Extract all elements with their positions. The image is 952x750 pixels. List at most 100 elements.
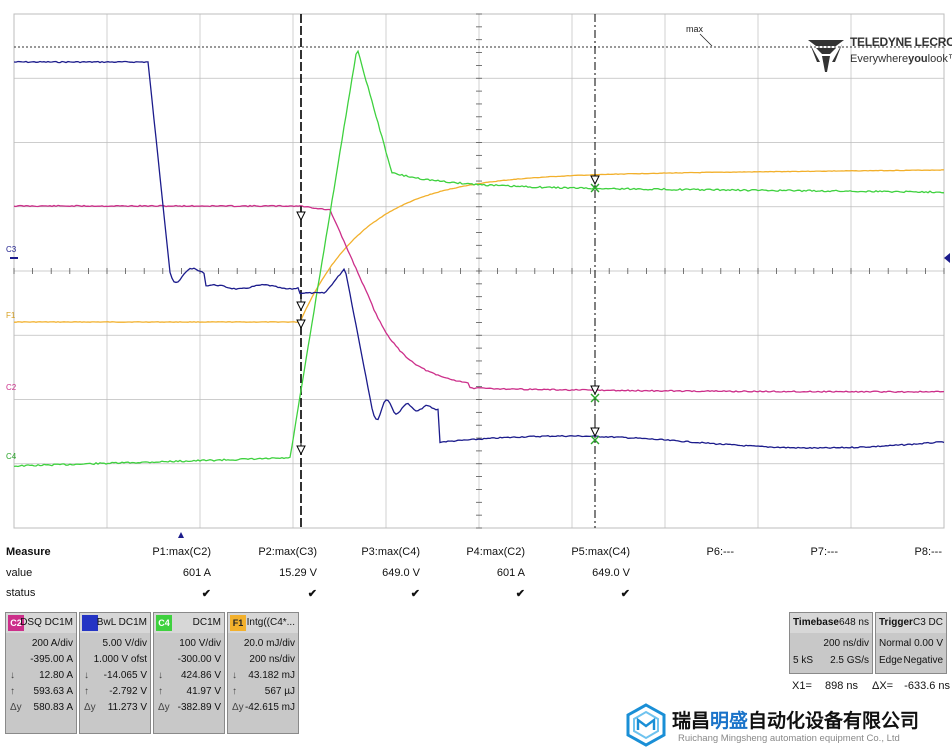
- channel-badge-c4: C4: [156, 615, 172, 631]
- channel-descriptor-c3[interactable]: BwL DC1M 5.00 V/div 1.000 V ofst ↓ -14.0…: [79, 612, 151, 734]
- status-p1: ✔: [201, 588, 211, 600]
- c2-cursor2: 593.63 A: [33, 686, 73, 697]
- value-p2: 15.29 V: [279, 567, 317, 579]
- param-p3[interactable]: P3:max(C4): [361, 546, 420, 558]
- param-p4[interactable]: P4:max(C2): [466, 546, 525, 558]
- channel-marker-c3: C3: [6, 245, 17, 254]
- channel-badge-c2: C2: [8, 615, 24, 631]
- trace-c2: [13, 204, 945, 394]
- param-p2[interactable]: P2:max(C3): [258, 546, 317, 558]
- waveform-display[interactable]: max C3 F1 C2 C4: [0, 0, 952, 544]
- value-p1: 601 A: [182, 567, 211, 579]
- trigger-slope: Negative: [903, 655, 943, 666]
- trigger-type: Edge: [879, 655, 903, 666]
- trigger-source: C3 DC: [912, 617, 943, 628]
- timebase-rate: 2.5 GS/s: [830, 655, 869, 666]
- trigger-level-marker[interactable]: [944, 253, 950, 263]
- math-badge-f1: F1: [230, 615, 246, 631]
- company-logo-icon: [626, 703, 666, 747]
- trigger-position-marker[interactable]: [178, 532, 184, 538]
- c4-offset: -300.00 V: [177, 654, 221, 665]
- c2-sym-down: ↓: [10, 670, 15, 681]
- teledyne-lecroy-logo: TELEDYNE LECROY Everywhereyoulook™: [806, 32, 952, 76]
- c4-cursor1: 424.86 V: [180, 670, 221, 681]
- company-watermark: 瑞昌明盛自动化设备有限公司 Ruichang Mingsheng automat…: [622, 700, 950, 750]
- f1-sym-up: ↑: [232, 686, 237, 697]
- c3-sym-down: ↓: [84, 670, 89, 681]
- max-pointer: [699, 33, 713, 47]
- cursor-cross-icon: [590, 393, 600, 403]
- channel-marker-c2: C2: [6, 383, 17, 392]
- channel-marker-f1: F1: [6, 311, 16, 320]
- channel-descriptor-c4[interactable]: C4 DC1M 100 V/div -300.00 V ↓ 424.86 V ↑…: [153, 612, 225, 734]
- c3-vdiv: 5.00 V/div: [102, 638, 147, 649]
- cursor-x1-readout: X1= 898 ns: [792, 680, 858, 692]
- value-p4: 601 A: [496, 567, 525, 579]
- cursor-cross-icon: [590, 435, 600, 445]
- channel-title-c2: DSQ DC1M: [20, 617, 73, 628]
- timebase-label: Timebase: [793, 617, 839, 628]
- c4-sym-dy: Δy: [158, 702, 170, 713]
- timebase-div: 200 ns/div: [823, 638, 869, 649]
- cursor-arrow-icon: [296, 211, 306, 222]
- cursor-cross-icon: [590, 183, 600, 193]
- f1-vdiv: 20.0 mJ/div: [243, 638, 295, 649]
- f1-delta: -42.615 mJ: [244, 702, 295, 713]
- cursor-arrow-icon: [296, 445, 306, 456]
- c2-sym-up: ↑: [10, 686, 15, 697]
- channel-badge-c3: [82, 615, 98, 631]
- grid: [13, 13, 945, 529]
- company-name-cn: 瑞昌明盛自动化设备有限公司: [672, 710, 920, 732]
- x1-value: 898 ns: [824, 680, 858, 692]
- math-descriptor-f1[interactable]: F1 Intg((C4*... 20.0 mJ/div 200 ns/div ↓…: [227, 612, 299, 734]
- c4-sym-down: ↓: [158, 670, 163, 681]
- math-title-f1: Intg((C4*...: [246, 617, 295, 628]
- dx-label: ΔX=: [872, 680, 894, 692]
- f1-sym-dy: Δy: [232, 702, 244, 713]
- c2-vdiv: 200 A/div: [31, 638, 73, 649]
- measure-status-row: status ✔ ✔ ✔ ✔ ✔: [0, 587, 952, 605]
- trigger-label: Trigger: [879, 617, 913, 628]
- measure-value-row: value 601 A 15.29 V 649.0 V 601 A 649.0 …: [0, 567, 952, 585]
- c4-cursor2: 41.97 V: [186, 686, 221, 697]
- c3-sym-dy: Δy: [84, 702, 96, 713]
- trace-c4: [13, 49, 945, 468]
- company-name-en: Ruichang Mingsheng automation equipment …: [678, 733, 900, 744]
- c3-offset: 1.000 V ofst: [93, 654, 147, 665]
- value-p5: 649.0 V: [592, 567, 630, 579]
- channel-title-c3: BwL DC1M: [96, 617, 147, 628]
- param-p6[interactable]: P6:---: [706, 546, 735, 558]
- brand-name: TELEDYNE LECROY: [850, 35, 952, 49]
- c3-delta: 11.273 V: [107, 702, 147, 713]
- param-p1[interactable]: P1:max(C2): [152, 546, 211, 558]
- trace-c3: [13, 60, 945, 449]
- c4-delta: -382.89 V: [177, 702, 221, 713]
- timebase-descriptor[interactable]: Timebase -648 ns 200 ns/div 5 kS 2.5 GS/…: [789, 612, 873, 674]
- c4-sym-up: ↑: [158, 686, 163, 697]
- param-p7[interactable]: P7:---: [810, 546, 839, 558]
- f1-tdiv: 200 ns/div: [249, 654, 295, 665]
- channel-descriptor-c2[interactable]: C2 DSQ DC1M 200 A/div -395.00 A ↓ 12.80 …: [5, 612, 77, 734]
- measure-table: Measure P1:max(C2) P2:max(C3) P3:max(C4)…: [0, 544, 952, 604]
- param-p5[interactable]: P5:max(C4): [571, 546, 630, 558]
- status-p5: ✔: [620, 588, 630, 600]
- cursor-arrow-icon: [296, 301, 306, 312]
- measure-title: Measure: [6, 546, 51, 558]
- status-p3: ✔: [410, 588, 420, 600]
- trigger-level: 0.00 V: [914, 638, 943, 649]
- c2-sym-dy: Δy: [10, 702, 22, 713]
- cursor-markers: [296, 170, 600, 456]
- channel-offset-c3: [10, 257, 18, 259]
- f1-cursor1: 43.182 mJ: [248, 670, 295, 681]
- trigger-descriptor[interactable]: Trigger C3 DC Normal 0.00 V Edge Negativ…: [875, 612, 947, 674]
- param-p8[interactable]: P8:---: [914, 546, 943, 558]
- status-p4: ✔: [515, 588, 525, 600]
- cursor-arrow-icon: [296, 319, 306, 330]
- c2-delta: 580.83 A: [33, 702, 73, 713]
- measure-header-row: Measure P1:max(C2) P2:max(C3) P3:max(C4)…: [0, 546, 952, 564]
- f1-sym-down: ↓: [232, 670, 237, 681]
- c3-cursor2: -2.792 V: [109, 686, 147, 697]
- timebase-samples: 5 kS: [793, 655, 814, 666]
- x1-label: X1=: [792, 680, 812, 692]
- trace-f1: [14, 169, 945, 323]
